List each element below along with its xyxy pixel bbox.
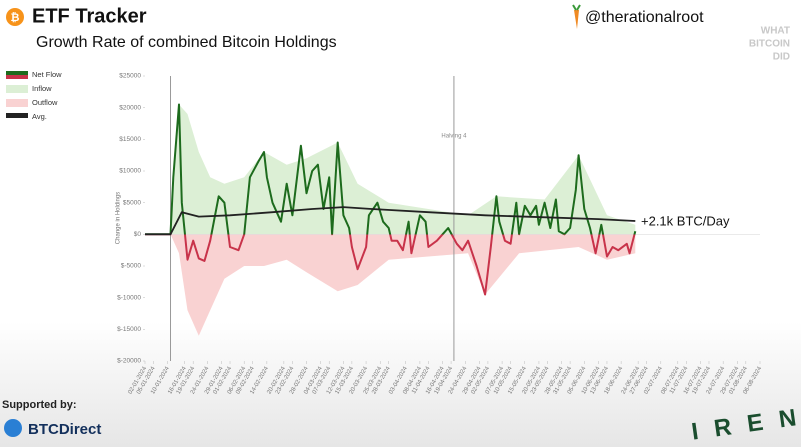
- y-axis-label: Change in Holdings: [116, 192, 122, 244]
- y-tick-label: $20000: [119, 104, 141, 111]
- y-tick-label: $25000: [119, 73, 141, 80]
- y-tick-label: $0: [134, 231, 142, 238]
- legend-swatch: [6, 113, 28, 118]
- line: [145, 103, 637, 296]
- legend-label: Outflow: [32, 98, 58, 107]
- avg-annotation: +2.1k BTC/Day: [641, 213, 730, 228]
- carrot-icon: [574, 10, 579, 29]
- y-tick-label: $10000: [119, 168, 141, 175]
- chart-title: ETF Tracker: [32, 5, 147, 27]
- legend-label: Net Flow: [32, 70, 62, 79]
- area: [145, 234, 636, 336]
- legend-swatch: [6, 71, 28, 75]
- legend-label: Inflow: [32, 84, 52, 93]
- bitcoin-symbol: ₿: [11, 12, 20, 24]
- bitcoin-icon: [6, 8, 24, 26]
- handle: @therationalroot: [585, 9, 704, 26]
- sponsor-label: Supported by:: [2, 399, 77, 411]
- legend-label: Avg.: [32, 112, 47, 121]
- line: [145, 206, 636, 236]
- area: [145, 104, 636, 235]
- legend-swatch: [6, 85, 28, 93]
- sponsor-name: BTCDirect: [28, 421, 101, 438]
- logo-line: DID: [773, 52, 790, 63]
- y-tick-label: $15000: [119, 136, 141, 143]
- event-label: Halving 4: [441, 134, 467, 140]
- logo-line: WHAT: [761, 26, 790, 37]
- legend: Net Flow Inflow Outflow Avg.: [6, 70, 62, 121]
- chart-subtitle: Growth Rate of combined Bitcoin Holdings: [36, 34, 337, 51]
- sponsor-icon: [4, 419, 22, 437]
- y-tick-label: $-15000: [117, 326, 141, 333]
- y-tick-label: $5000: [123, 199, 141, 206]
- y-tick-label: $-10000: [117, 294, 141, 301]
- y-tick-label: $-5000: [121, 263, 142, 270]
- logo-line: BITCOIN: [749, 39, 790, 50]
- carrot-leaf: [572, 4, 581, 11]
- plot: $-20000 $-15000 $-10000 $-5000 $0 $5000 $10000…: [117, 73, 763, 396]
- legend-swatch: [6, 75, 28, 79]
- legend-swatch: [6, 99, 28, 107]
- y-tick-label: $-20000: [117, 358, 141, 365]
